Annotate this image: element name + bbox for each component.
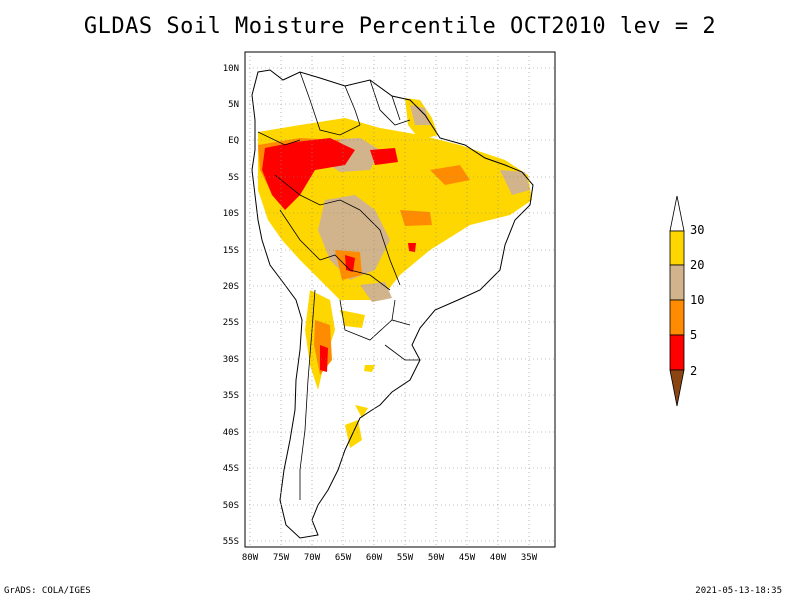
legend-swatch-yellow xyxy=(669,230,685,266)
percentile-region-tan xyxy=(410,105,430,125)
lon-label: 60W xyxy=(366,553,383,563)
lat-label: EQ xyxy=(228,136,239,146)
percentile-region-tan xyxy=(318,195,390,280)
lat-label: 25S xyxy=(223,318,239,328)
lon-label: 45W xyxy=(459,553,476,563)
footer-timestamp: 2021-05-13-18:35 xyxy=(695,586,782,596)
lon-label: 75W xyxy=(273,553,290,563)
percentile-region-yellow xyxy=(340,310,365,328)
lat-label: 35S xyxy=(223,391,239,401)
footer-credit: GrADS: COLA/IGES xyxy=(4,586,91,596)
lon-label: 70W xyxy=(304,553,321,563)
legend-label: 5 xyxy=(690,328,697,342)
lon-label: 80W xyxy=(242,553,259,563)
legend-label: 20 xyxy=(690,258,704,272)
lon-label: 50W xyxy=(428,553,445,563)
legend-cap-top xyxy=(669,195,685,232)
lat-label: 5S xyxy=(228,173,239,183)
lat-label: 5N xyxy=(228,100,239,110)
legend-label: 30 xyxy=(690,223,704,237)
lat-label: 15S xyxy=(223,246,239,256)
legend-label: 10 xyxy=(690,293,704,307)
lon-label: 65W xyxy=(335,553,352,563)
lat-labels: 10N 5N EQ 5S 10S 15S 20S 25S 30S 35S 40S… xyxy=(223,64,239,547)
lat-label: 30S xyxy=(223,355,239,365)
lon-label: 40W xyxy=(490,553,507,563)
color-legend: 30 20 10 5 2 xyxy=(669,195,704,407)
percentile-region-orange xyxy=(430,165,470,185)
legend-swatch-tan xyxy=(669,264,685,301)
lat-label: 10S xyxy=(223,209,239,219)
map-title: GLDAS Soil Moisture Percentile OCT2010 l… xyxy=(83,14,717,39)
legend-label: 2 xyxy=(690,364,697,378)
map-frame xyxy=(244,51,556,548)
percentile-region-red xyxy=(262,138,355,210)
percentile-field xyxy=(258,98,532,448)
lon-label: 35W xyxy=(521,553,538,563)
south-america-coastline xyxy=(251,69,534,539)
percentile-region-red xyxy=(320,345,328,372)
percentile-region-red xyxy=(408,243,416,252)
legend-swatch-red xyxy=(669,334,685,371)
percentile-region-orange xyxy=(400,210,432,226)
lat-lon-grid xyxy=(245,52,555,547)
percentile-region-yellow xyxy=(355,405,368,418)
percentile-region-tan xyxy=(500,170,530,195)
lat-label: 10N xyxy=(223,64,239,74)
percentile-region-yellow xyxy=(364,365,375,372)
lon-labels: 80W 75W 70W 65W 60W 55W 50W 45W 40W 35W xyxy=(242,553,538,563)
percentile-region-red xyxy=(370,148,398,165)
lat-label: 50S xyxy=(223,501,239,511)
lat-label: 20S xyxy=(223,282,239,292)
lat-label: 55S xyxy=(223,537,239,547)
percentile-region-tan xyxy=(360,282,392,302)
lon-label: 55W xyxy=(397,553,414,563)
legend-cap-bottom xyxy=(669,369,685,407)
legend-swatch-orange xyxy=(669,299,685,336)
lat-label: 40S xyxy=(223,428,239,438)
lat-label: 45S xyxy=(223,464,239,474)
country-borders xyxy=(257,71,420,500)
